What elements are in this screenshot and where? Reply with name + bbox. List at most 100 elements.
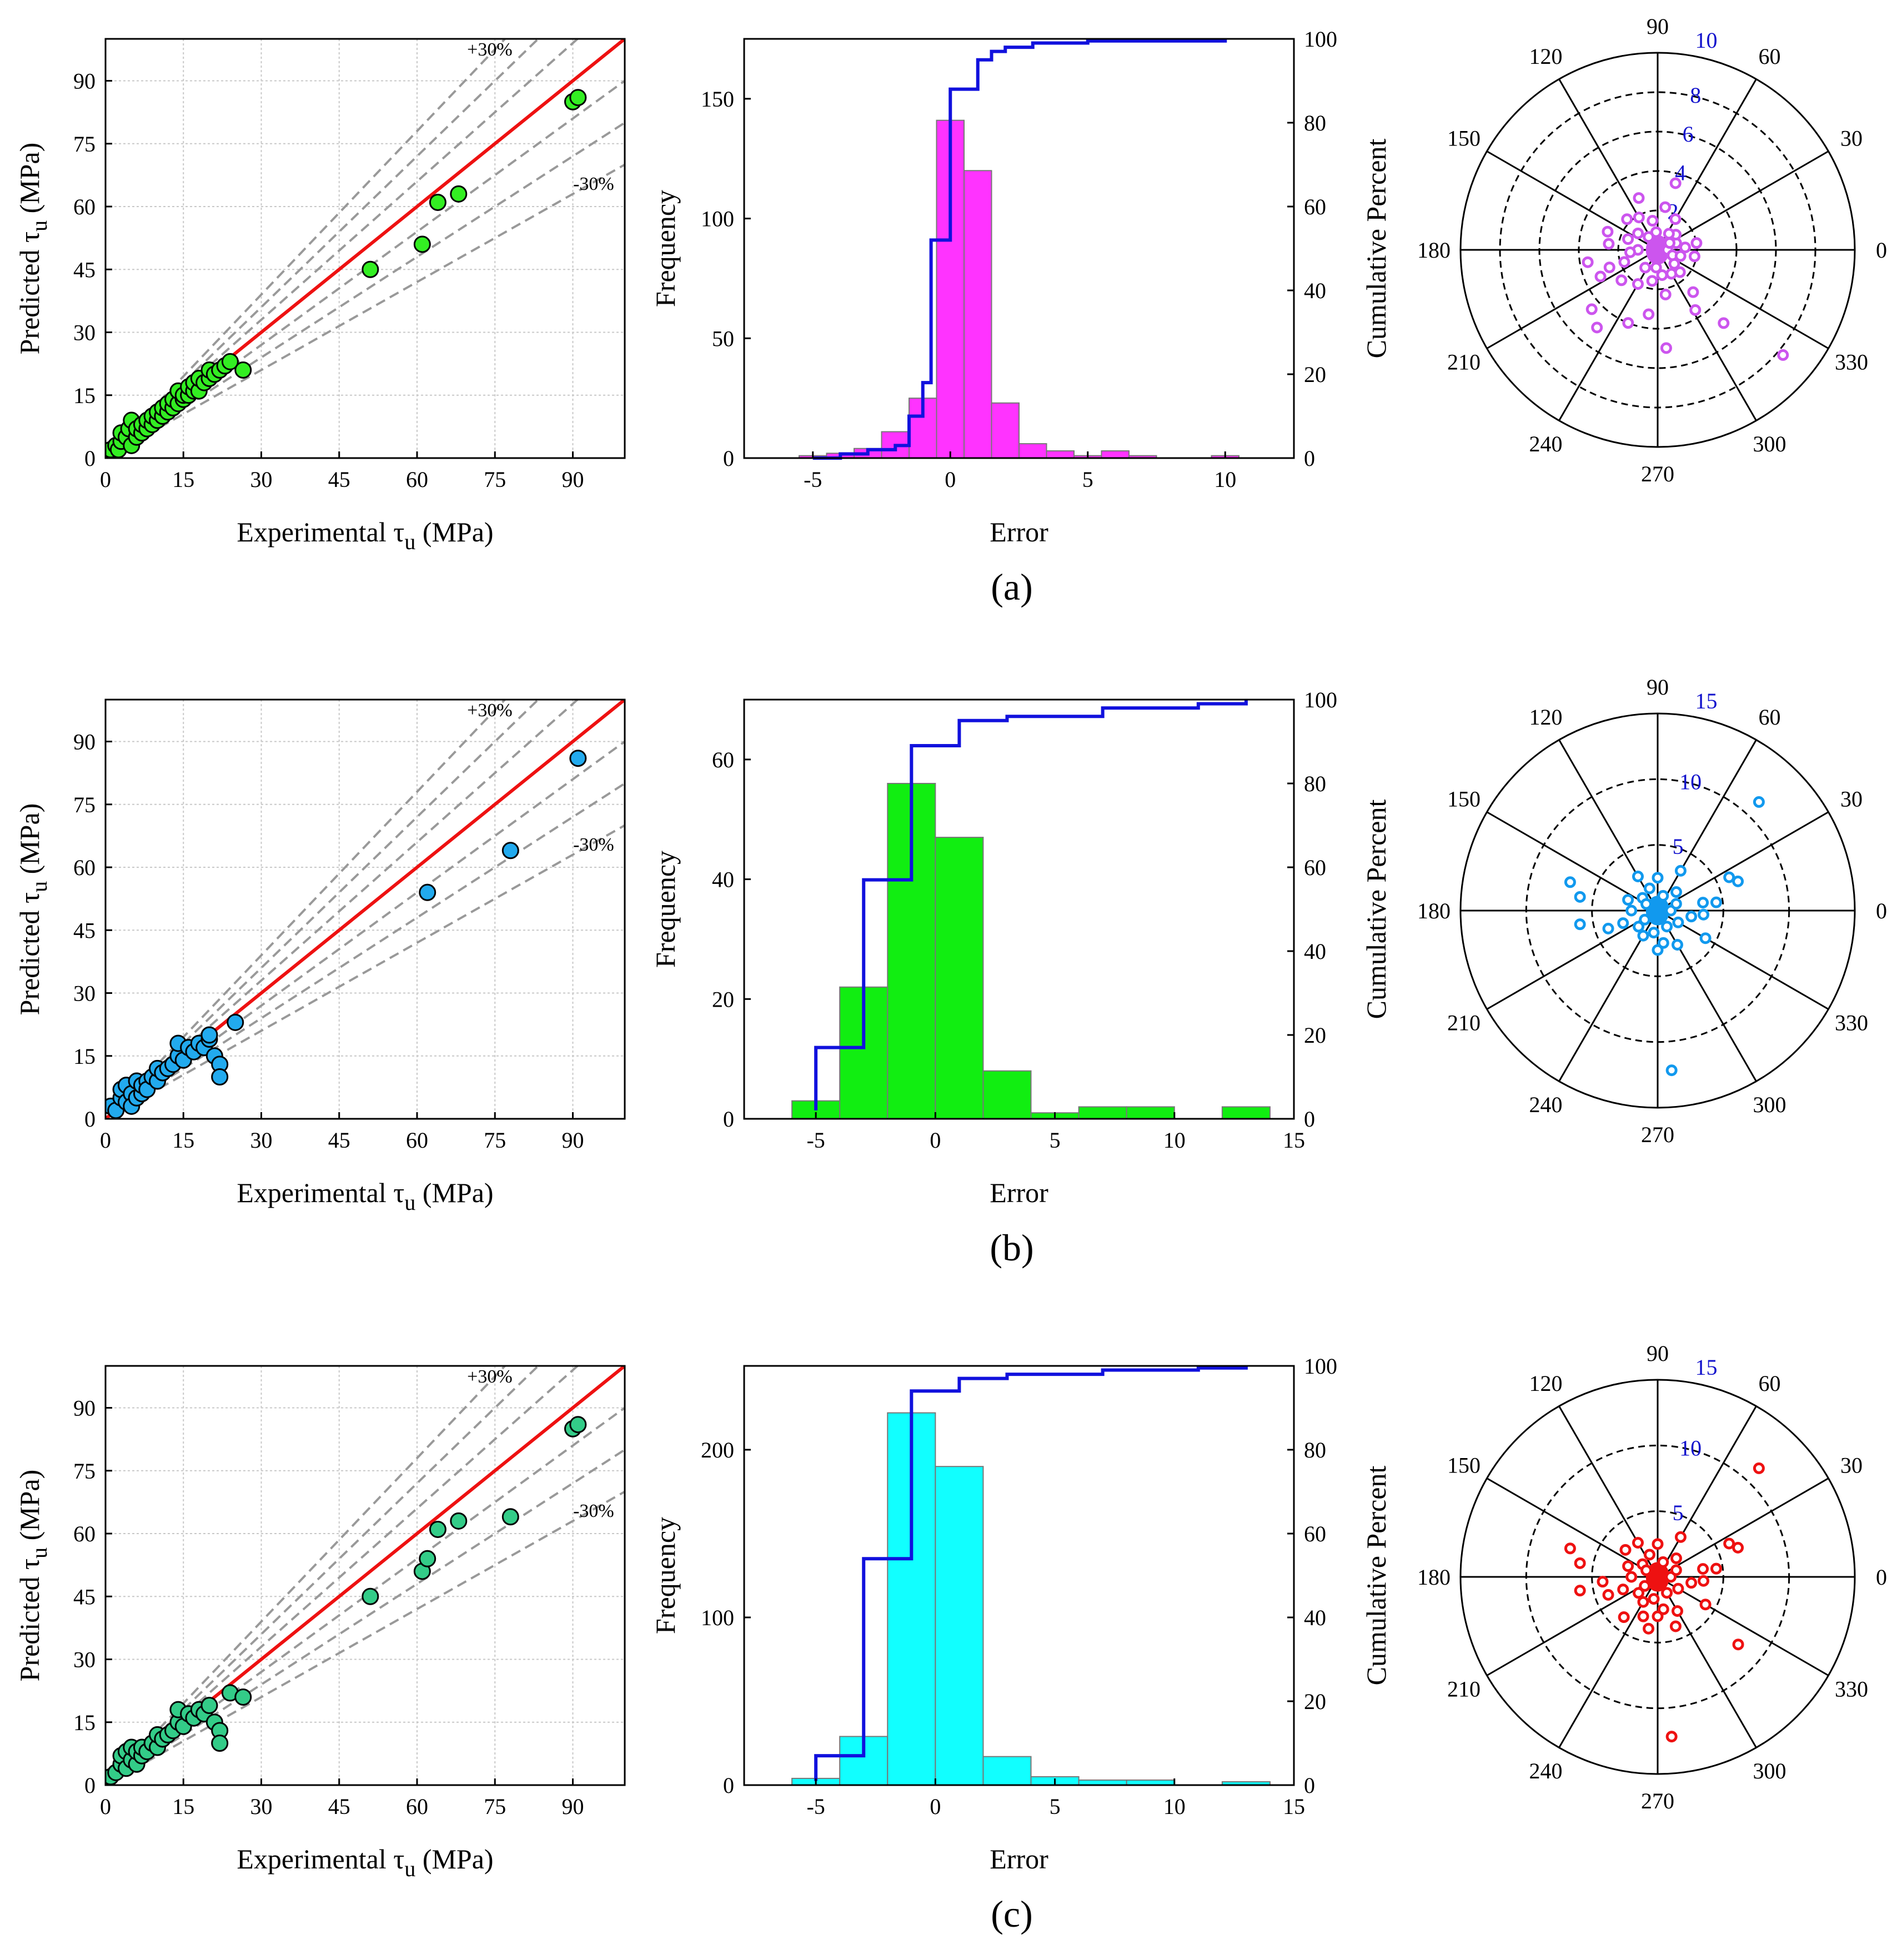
band-minus-label: -30%: [573, 174, 614, 194]
y-tick-label: 0: [84, 1107, 96, 1132]
polar-spoke: [1657, 739, 1757, 911]
y2-tick-label: 80: [1304, 110, 1326, 135]
polar-point: [1617, 917, 1629, 929]
polar-angle-label: 0: [1876, 898, 1887, 923]
polar-point: [1574, 1557, 1586, 1569]
histogram-bar: [935, 837, 984, 1119]
polar-point: [1698, 1575, 1710, 1587]
y-tick-label: 45: [73, 1584, 96, 1609]
panel-label-c: (c): [991, 1893, 1032, 1935]
y-tick-label: 60: [712, 747, 734, 772]
data-point: [429, 1520, 446, 1538]
polar-radial-label: 5: [1673, 834, 1684, 859]
histogram-bar: [1046, 450, 1075, 459]
x-axis-label-unit: (MPa): [415, 1177, 493, 1208]
polar-point: [1697, 897, 1709, 909]
y-axis-label-main: Predicted τ: [14, 1559, 45, 1681]
band-line: [106, 1490, 625, 1785]
y-tick-label: 100: [701, 1605, 734, 1630]
x-axis-label: Experimental τu (MPa): [237, 1177, 493, 1215]
x-tick-label: 15: [1283, 1794, 1305, 1819]
band-minus-label: -30%: [573, 1501, 614, 1521]
polar-point: [1648, 927, 1660, 939]
polar-angle-label: 270: [1641, 1122, 1674, 1147]
polar-point: [1670, 886, 1682, 898]
polar-angle-label: 0: [1876, 1565, 1887, 1590]
x-tick-label: 15: [172, 1794, 194, 1819]
x-tick-label: 10: [1214, 467, 1236, 492]
data-point: [211, 1068, 229, 1085]
y-tick-label: 30: [73, 1647, 96, 1672]
polar-point: [1656, 269, 1668, 281]
polar-point: [1621, 213, 1633, 225]
polar-radial-label: 5: [1673, 1500, 1684, 1525]
axes-frame: [743, 698, 1295, 1120]
polar-spoke: [1657, 910, 1757, 1082]
polar-spoke: [1657, 909, 1829, 1010]
y-tick-label: 0: [84, 1773, 96, 1798]
polar-point: [1633, 921, 1645, 933]
y-tick-label: 90: [73, 1396, 96, 1421]
y2-tick-label: 60: [1304, 194, 1326, 219]
x-tick-label: 45: [328, 1794, 350, 1819]
x-axis-label-sub: u: [404, 1856, 415, 1881]
polar-point: [1690, 237, 1703, 249]
polar-spoke: [1558, 739, 1659, 911]
polar-point: [1777, 349, 1789, 361]
polar-point: [1732, 875, 1744, 887]
polar-point: [1602, 1589, 1614, 1601]
data-point: [501, 1508, 519, 1526]
y-tick-label: 30: [73, 320, 96, 345]
y-tick-label: 60: [73, 194, 96, 219]
y-axis-label-unit: (MPa): [14, 1470, 45, 1547]
y-axis-label: Frequency: [650, 1517, 681, 1634]
x-tick-label: 75: [484, 467, 506, 492]
polar-angle-label: 150: [1447, 787, 1481, 812]
polar-point: [1672, 938, 1683, 951]
y2-tick-label: 100: [1304, 27, 1337, 52]
y-axis-label-main: Predicted τ: [14, 232, 45, 354]
band-line: [106, 39, 506, 458]
polar-point: [1697, 1563, 1709, 1575]
polar-point: [1632, 227, 1644, 239]
x-tick-label: 10: [1163, 1794, 1186, 1819]
x-axis-label: Experimental τu (MPa): [237, 1843, 493, 1881]
y2-tick-label: 0: [1304, 1773, 1315, 1798]
polar-spoke: [1558, 1405, 1659, 1577]
x-axis-label-unit: (MPa): [415, 1843, 493, 1874]
polar-point: [1637, 929, 1649, 942]
y-axis-label: Predicted τu (MPa): [14, 143, 52, 355]
polar-radial-label: 10: [1679, 1436, 1702, 1461]
polar-angle-label: 270: [1641, 1788, 1674, 1813]
data-point: [200, 1026, 218, 1044]
band-line: [106, 1366, 540, 1785]
band-minus-label: -30%: [573, 835, 614, 855]
y-tick-label: 75: [73, 132, 96, 157]
polar-point: [1603, 262, 1615, 274]
histogram-bar: [935, 1466, 984, 1786]
polar-spoke: [1657, 150, 1829, 251]
polar-point: [1632, 278, 1644, 290]
polar-angle-label: 180: [1417, 1565, 1451, 1590]
polar-point: [1633, 1587, 1645, 1599]
polar-point: [1643, 308, 1655, 320]
polar-angle-label: 90: [1647, 1341, 1669, 1366]
y-axis-label-sub: u: [27, 1547, 52, 1559]
polar-point: [1685, 911, 1698, 923]
polar-point: [1699, 1599, 1712, 1611]
y2-axis-label: Cumulative Percent: [1361, 1466, 1392, 1686]
y-tick-label: 15: [73, 383, 96, 408]
x-tick-label: 90: [562, 1794, 584, 1819]
polar-angle-label: 90: [1647, 14, 1669, 39]
x-tick-label: 5: [1082, 467, 1093, 492]
x-axis-label: Error: [990, 1843, 1048, 1874]
polar-angle-label: 300: [1753, 1758, 1786, 1783]
polar-point: [1633, 192, 1645, 204]
polar-spoke: [1486, 249, 1658, 349]
y2-tick-label: 0: [1304, 1107, 1315, 1132]
polar-radial-label: 15: [1695, 688, 1717, 713]
x-tick-label: -5: [804, 467, 822, 492]
polar-angle-label: 120: [1529, 705, 1563, 730]
polar-point: [1648, 1593, 1660, 1605]
polar-point: [1652, 944, 1664, 956]
